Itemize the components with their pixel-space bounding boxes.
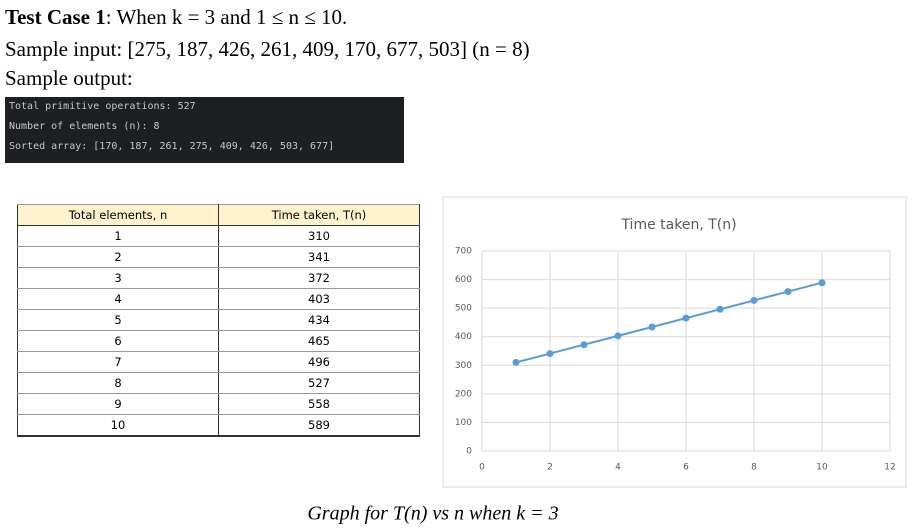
x-tick-label: 10 — [816, 463, 828, 473]
table-cell: 434 — [218, 309, 420, 331]
table-row: 6 465 — [17, 330, 420, 352]
y-tick-label: 200 — [455, 389, 472, 399]
table-row: 9 558 — [17, 393, 420, 415]
table-row: 1 310 — [17, 225, 420, 247]
series-line — [515, 281, 823, 364]
table-cell: 372 — [218, 267, 420, 289]
header-cell: Total elements, n — [17, 204, 219, 226]
table-row: 8 527 — [17, 372, 420, 394]
data-point — [750, 296, 758, 304]
y-tick-label: 0 — [466, 447, 472, 457]
x-tick-label: 12 — [884, 463, 895, 473]
table-row: 7 496 — [17, 351, 420, 373]
table-cell: 558 — [218, 393, 420, 415]
data-point — [580, 341, 588, 349]
terminal-line: Total primitive operations: 527 — [9, 101, 196, 112]
test-label: Test Case 1 — [5, 5, 106, 29]
heading: Test Case 1: When k = 3 and 1 ≤ n ≤ 10. — [5, 5, 347, 30]
data-point — [716, 305, 724, 313]
table-cell: 465 — [218, 330, 420, 352]
data-point — [648, 323, 656, 331]
header-row: Total elements, n Time taken, T(n) — [17, 204, 420, 226]
header-cell: Time taken, T(n) — [218, 204, 420, 226]
y-tick-label: 300 — [455, 361, 472, 371]
terminal-line: Number of elements (n): 8 — [9, 121, 160, 132]
table-cell: 496 — [218, 351, 420, 373]
table-cell: 589 — [218, 414, 420, 437]
sample-output: Sample output: — [5, 66, 133, 90]
terminal-line: Sorted array: [170, 187, 261, 275, 409, … — [9, 141, 335, 152]
table-cell: 310 — [218, 225, 420, 247]
sample-input: Sample input: [275, 187, 426, 261, 409, … — [5, 37, 530, 61]
table-cell: 527 — [218, 372, 420, 394]
x-tick-label: 0 — [479, 463, 485, 473]
table-row: 3 372 — [17, 267, 420, 289]
y-tick-label: 700 — [455, 247, 472, 257]
table-row: 2 341 — [17, 246, 420, 268]
terminal: Total primitive operations: 527 Number of… — [5, 97, 404, 163]
y-tick-label: 400 — [455, 332, 472, 342]
x-tick-label: 6 — [683, 463, 689, 473]
y-tick-label: 600 — [455, 275, 472, 285]
test-condition: : When k = 3 and 1 ≤ n ≤ 10. — [105, 5, 348, 29]
y-tick-label: 500 — [455, 304, 472, 314]
table-cell: 403 — [218, 288, 420, 310]
caption: Graph for T(n) vs n when k = 3 — [307, 503, 558, 525]
data-point — [784, 288, 792, 296]
data-point — [512, 358, 520, 366]
data-point — [682, 314, 690, 322]
x-tick-label: 2 — [547, 463, 553, 473]
data-point — [546, 350, 554, 358]
chart-title: Time taken, T(n) — [620, 217, 736, 233]
chart-frame — [442, 196, 907, 488]
y-tick-label: 100 — [455, 418, 472, 428]
data-table: Total elements, n Time taken, T(n) 1 310 2 34… — [17, 204, 420, 437]
table-row: 10 589 — [17, 414, 420, 437]
x-tick-label: 4 — [615, 463, 621, 473]
data-point — [614, 332, 622, 340]
data-point — [818, 279, 826, 287]
x-tick-label: 8 — [751, 463, 757, 473]
table-cell: 341 — [218, 246, 420, 268]
table-row: 4 403 — [17, 288, 420, 310]
table-row: 5 434 — [17, 309, 420, 331]
